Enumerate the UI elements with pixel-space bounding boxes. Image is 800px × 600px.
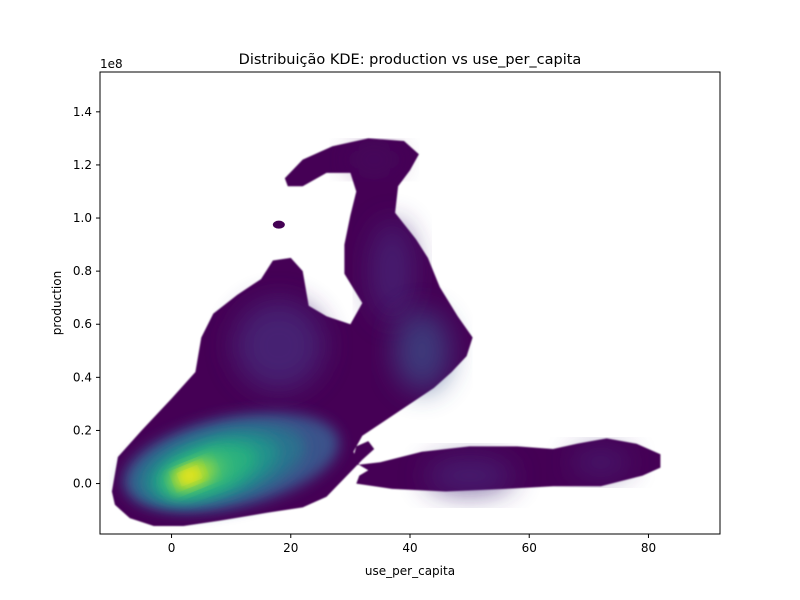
y-tick-label: 1.4 (73, 105, 92, 119)
density-shade (370, 221, 415, 322)
y-axis-label: production (50, 271, 64, 335)
x-axis-ticks: 0 20 40 60 80 (168, 534, 656, 555)
density-shade (233, 300, 324, 391)
y-tick-label: 0.4 (73, 370, 92, 384)
kde-isolated-blob (272, 220, 285, 229)
density-shade (393, 310, 450, 391)
chart-title: Distribuição KDE: production vs use_per_… (239, 52, 582, 68)
x-tick-label: 80 (641, 541, 656, 555)
y-tick-label: 0.0 (73, 477, 92, 491)
density-shade (349, 147, 400, 172)
plot-area (111, 138, 661, 526)
x-tick-label: 60 (522, 541, 537, 555)
density-shade (424, 457, 515, 494)
y-tick-label: 0.6 (73, 317, 92, 331)
y-tick-label: 0.2 (73, 423, 92, 437)
density-shade (570, 448, 631, 477)
density-layer (111, 138, 661, 526)
density-peak-ring (181, 470, 198, 482)
y-offset-label: 1e8 (100, 57, 123, 71)
y-tick-label: 1.2 (73, 158, 92, 172)
y-axis-ticks: 0.0 0.2 0.4 0.6 0.8 1.0 1.2 1.4 (73, 105, 100, 491)
x-axis-label: use_per_capita (365, 564, 455, 578)
y-tick-label: 0.8 (73, 264, 92, 278)
x-tick-label: 40 (402, 541, 417, 555)
x-tick-label: 20 (283, 541, 298, 555)
x-tick-label: 0 (168, 541, 176, 555)
y-tick-label: 1.0 (73, 211, 92, 225)
